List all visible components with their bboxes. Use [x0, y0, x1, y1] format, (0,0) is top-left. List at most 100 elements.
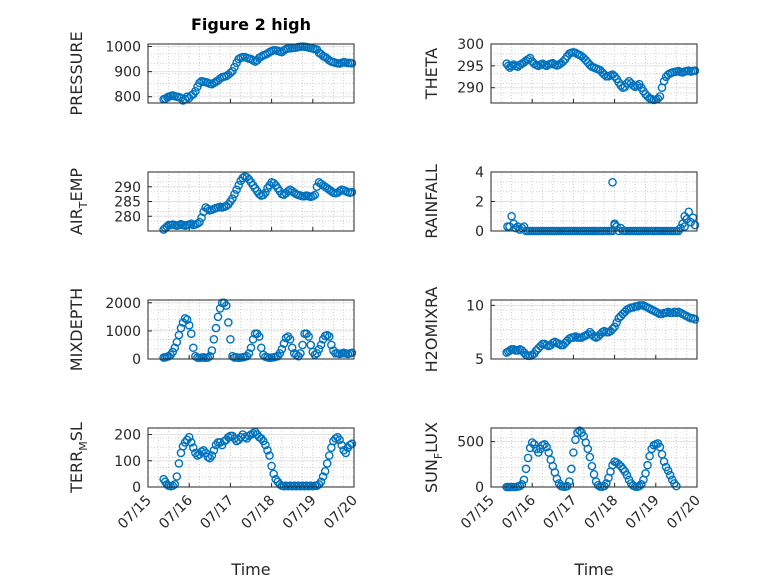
data-point [269, 469, 278, 479]
panel-pressure-ylabel: PRESSURE [67, 31, 86, 115]
y-tick-label: 290 [457, 81, 484, 97]
data-point [558, 57, 568, 66]
data-point [521, 464, 531, 474]
data-point [312, 349, 322, 358]
data-point [246, 343, 256, 353]
data-point [242, 173, 252, 182]
panel-theta: 290 295 300 THETA [422, 37, 700, 105]
data-point [281, 333, 291, 343]
y-tick-label: 4 [475, 165, 484, 181]
data-point [322, 330, 332, 340]
data-point [261, 440, 270, 450]
data-point [176, 323, 186, 333]
data-point [608, 178, 617, 187]
data-point [277, 344, 287, 354]
data-point [275, 349, 285, 358]
data-point [180, 313, 190, 323]
x-tick-label: 07/15 [115, 493, 155, 533]
data-point [688, 213, 698, 223]
y-tick-label: 0 [475, 224, 484, 240]
data-point [507, 211, 516, 221]
data-point [610, 322, 619, 332]
data-point [347, 187, 357, 197]
data-point [254, 332, 264, 341]
data-point [655, 92, 665, 101]
data-point [562, 481, 572, 491]
data-point [567, 464, 576, 474]
data-point [690, 66, 700, 75]
data-point [207, 346, 217, 355]
data-point [587, 461, 597, 471]
panel-terr-msl: 0 100 200 07/15 07/16 07/17 07/18 07/19 07/20 TER… [67, 422, 361, 532]
data-point [610, 219, 619, 228]
data-point [265, 451, 274, 460]
data-point [327, 186, 336, 196]
axes-frame [490, 299, 698, 360]
axes-frame [490, 427, 698, 488]
data-point [230, 189, 239, 199]
data-point [209, 335, 219, 344]
data-point [314, 344, 324, 354]
y-tick-label: 0 [475, 480, 484, 496]
data-point [263, 445, 272, 455]
data-point [304, 332, 313, 341]
axes-frame [147, 427, 355, 488]
data-point [174, 330, 184, 340]
y-tick-label: 290 [114, 180, 141, 196]
data-point [176, 93, 186, 103]
y-tick-label: 285 [114, 195, 141, 211]
axes-frame [147, 299, 355, 360]
panel-h2omixra: 5 10 H2OMIXRA [422, 287, 700, 373]
x-axis-label-right: Time [573, 560, 613, 579]
x-tick-label: 07/17 [197, 493, 237, 533]
data-point [186, 329, 196, 339]
y-tick-label: 900 [114, 65, 141, 81]
data-point [213, 312, 223, 322]
data-point [184, 432, 194, 442]
data-point [542, 442, 551, 452]
data-point [690, 315, 700, 324]
y-tick-label: 200 [114, 428, 141, 444]
axes-frame [147, 171, 355, 232]
data-point [292, 350, 301, 360]
y-tick-label: 280 [114, 209, 141, 225]
data-point [635, 481, 644, 491]
data-point [511, 223, 521, 233]
data-point [612, 318, 621, 327]
data-point [573, 428, 582, 437]
data-point [529, 440, 539, 449]
data-point [287, 343, 297, 353]
y-tick-label: 1000 [105, 40, 141, 56]
data-point [203, 353, 213, 362]
data-point [195, 217, 204, 227]
data-point [523, 453, 533, 463]
data-point [310, 350, 320, 360]
x-tick-label: 07/19 [280, 493, 320, 533]
y-tick-label: 5 [475, 352, 484, 368]
data-point [585, 452, 595, 462]
panel-rainfall: 0 2 4 RAINFALL [422, 164, 700, 240]
data-point [259, 190, 268, 200]
panel-theta-ylabel: THETA [422, 48, 441, 100]
data-point [659, 457, 669, 466]
data-point [659, 76, 669, 86]
data-point [335, 435, 344, 445]
data-point [593, 480, 603, 490]
data-point [690, 220, 700, 230]
data-point [189, 443, 198, 452]
data-point [663, 466, 673, 475]
data-point [228, 194, 237, 203]
panel-h2omixra-ylabel: H2OMIXRA [422, 287, 441, 373]
y-tick-label: 2 [475, 195, 484, 211]
data-point [186, 438, 196, 447]
x-tick-label: 07/20 [321, 493, 361, 533]
data-point [347, 439, 357, 449]
data-point [347, 348, 357, 358]
x-axis-label-left: Time [230, 560, 270, 579]
data-point [168, 347, 178, 357]
y-tick-label: 800 [114, 90, 141, 106]
data-point [322, 459, 332, 468]
data-point [527, 438, 537, 447]
data-point [665, 470, 675, 480]
